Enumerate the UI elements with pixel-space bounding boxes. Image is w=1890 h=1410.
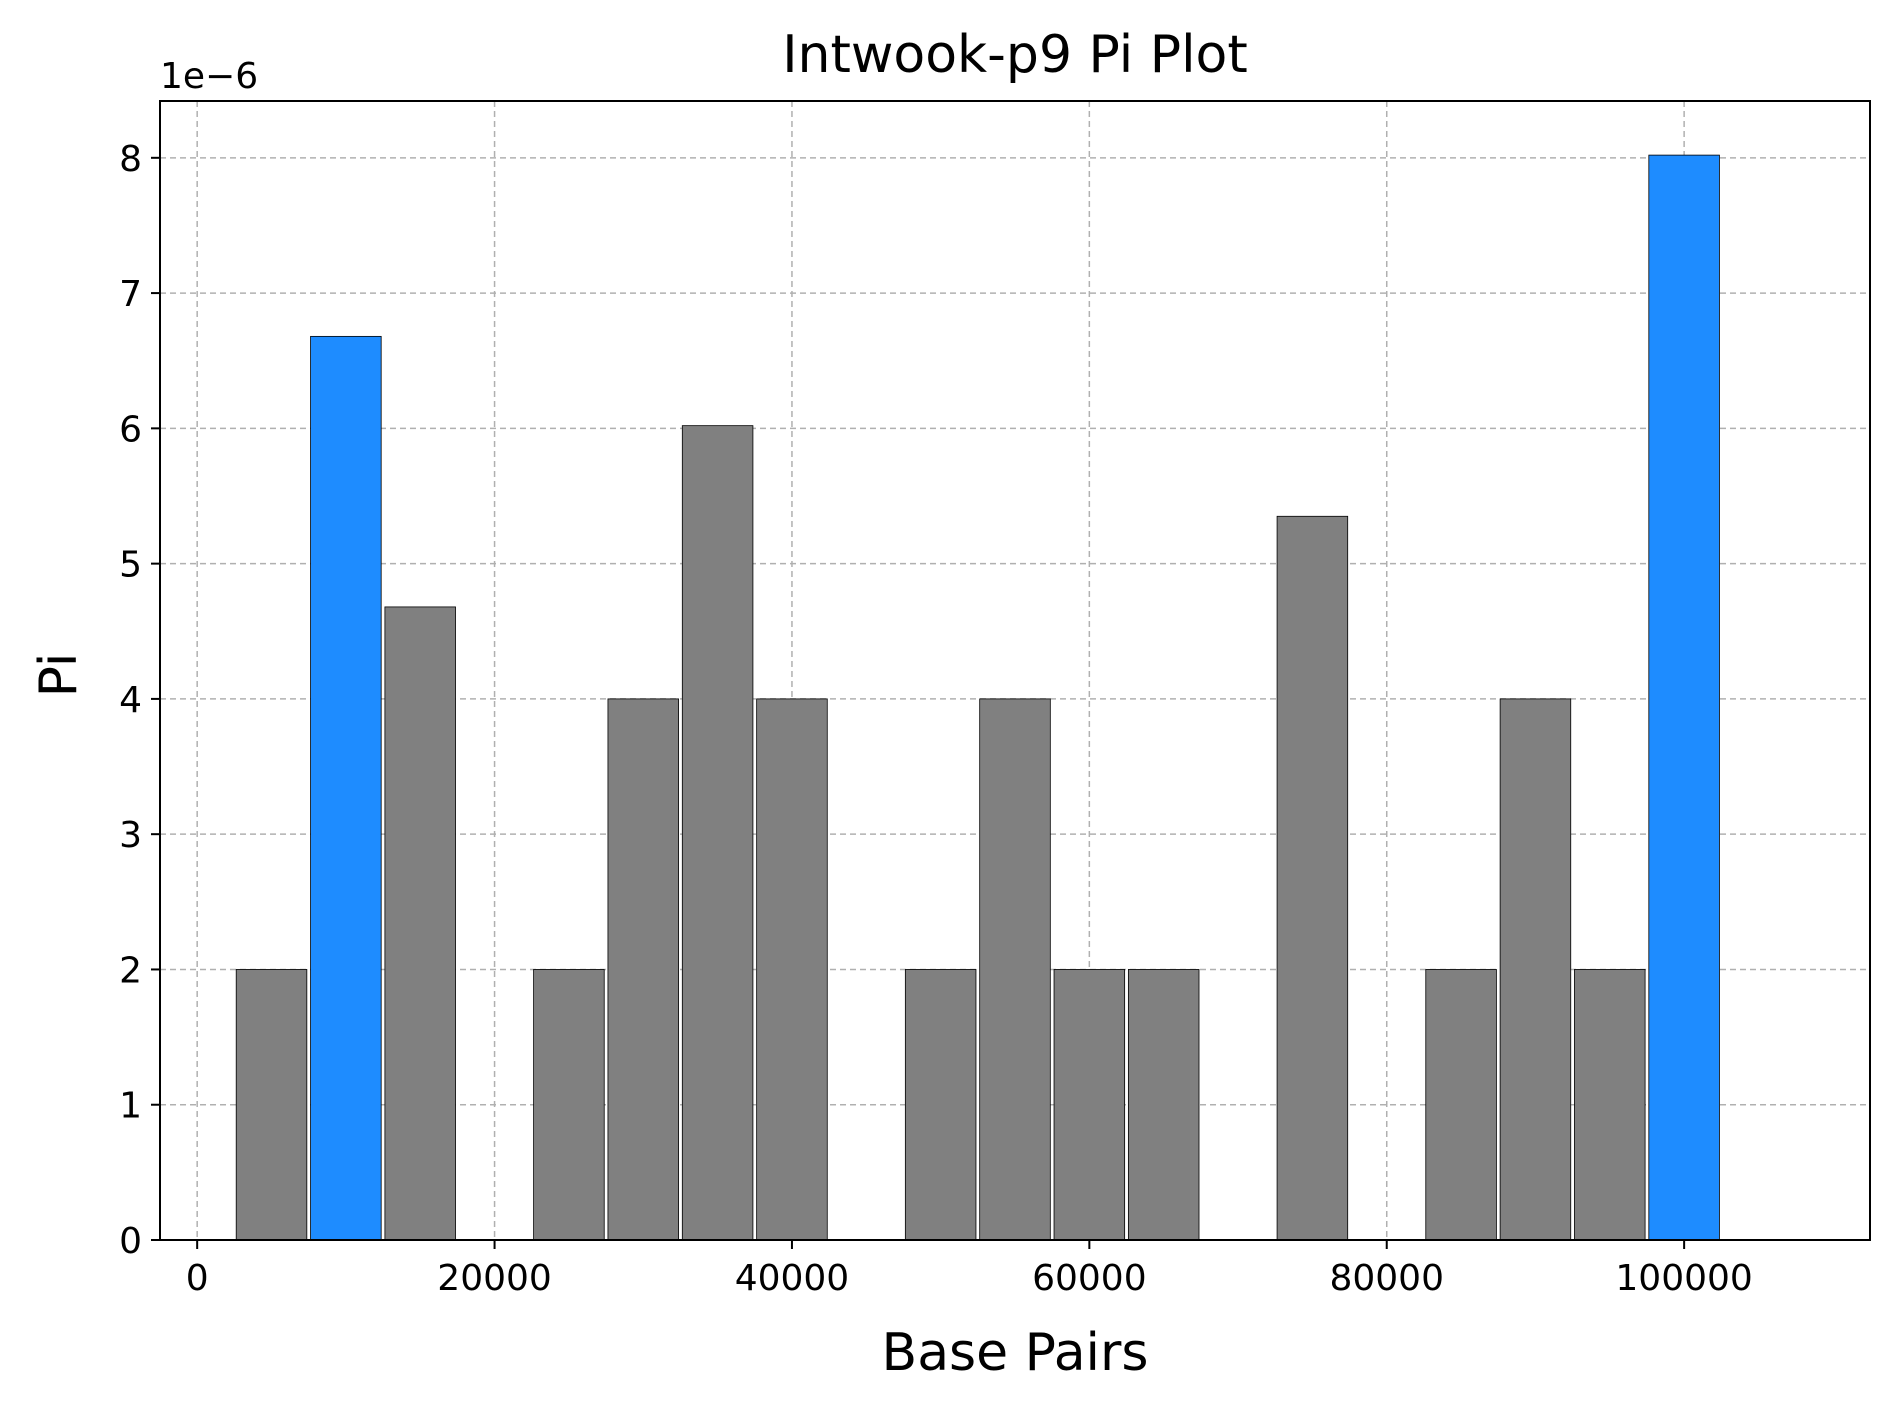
- bar: [1127, 969, 1200, 1241]
- y-tick-label: 8: [119, 139, 142, 180]
- x-tick-label: 60000: [1032, 1258, 1147, 1299]
- bar: [1276, 515, 1349, 1241]
- bar: [904, 969, 977, 1241]
- y-tick-label: 3: [119, 815, 142, 856]
- x-axis-label: Base Pairs: [882, 1323, 1149, 1383]
- bar: [1499, 698, 1572, 1241]
- bar: [1053, 969, 1126, 1241]
- chart-title: Intwook-p9 Pi Plot: [782, 25, 1248, 85]
- plot-frame: [159, 100, 1871, 1241]
- x-tick-label: 100000: [1615, 1258, 1752, 1299]
- bars: [235, 154, 1720, 1241]
- x-axis-ticks: 0 20000 40000 60000 80000 100000: [186, 1240, 1753, 1299]
- y-offset-label: 1e−6: [160, 56, 258, 97]
- x-tick-label: 40000: [735, 1258, 850, 1299]
- bar: [235, 969, 308, 1241]
- bar: [384, 606, 456, 1241]
- y-tick-label: 1: [119, 1086, 142, 1127]
- y-tick-label: 6: [119, 409, 142, 450]
- bar: [756, 698, 828, 1241]
- highlighted-bar: [310, 335, 382, 1241]
- x-tick-label: 0: [186, 1258, 209, 1299]
- y-tick-label: 4: [119, 680, 142, 721]
- bar: [681, 425, 754, 1241]
- highlighted-bar: [1648, 154, 1720, 1241]
- bar: [607, 698, 679, 1241]
- bar: [979, 698, 1051, 1241]
- y-tick-label: 5: [119, 545, 142, 586]
- bar: [1425, 969, 1497, 1241]
- y-tick-label: 0: [119, 1221, 142, 1262]
- y-tick-label: 2: [119, 950, 142, 991]
- x-tick-label: 80000: [1329, 1258, 1444, 1299]
- y-tick-label: 7: [119, 274, 142, 315]
- y-axis-ticks: 0 1 2 3 4 5 6 7 8: [119, 139, 160, 1262]
- bar: [1574, 969, 1646, 1241]
- bar: [533, 969, 605, 1241]
- x-tick-label: 20000: [437, 1258, 552, 1299]
- y-axis-label: Pi: [29, 653, 89, 698]
